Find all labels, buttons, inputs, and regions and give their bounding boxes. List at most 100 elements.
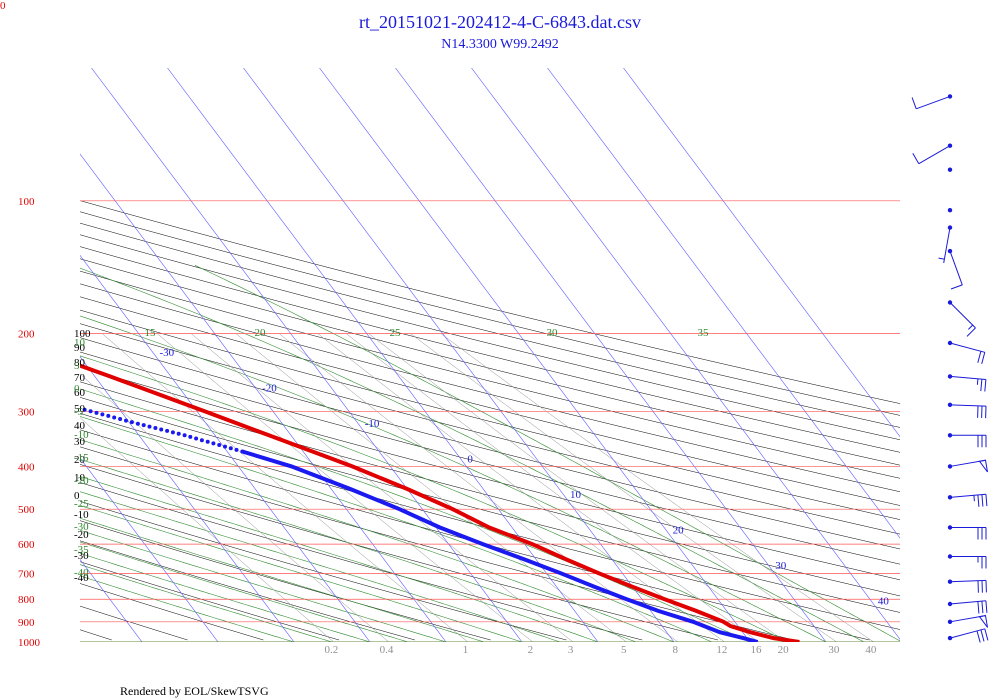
dry-adiabat-line (80, 296, 900, 506)
wind-barb (947, 525, 987, 540)
dewpoint-upper-point (141, 423, 146, 428)
wind-barb-feather (981, 494, 984, 507)
moist-adiabat-label: 5 (74, 360, 80, 372)
isotherm-line (319, 68, 751, 642)
wind-barb (947, 374, 987, 392)
wind-barb-shaft (949, 628, 985, 639)
isotherm-label: -30 (160, 347, 175, 359)
dewpoint-upper-point (82, 407, 87, 412)
dry-adiabat-line (80, 283, 900, 493)
moist-adiabat-label: -10 (74, 429, 89, 441)
mixing-ratio-label: 30 (828, 644, 840, 656)
moist-adiabat-line (80, 575, 295, 642)
moist-adiabat-top-label: 30 (547, 327, 559, 339)
label-layer: 1002003004005006007008009001000100908070… (18, 196, 889, 656)
wind-barb-feather (980, 629, 985, 642)
dewpoint-upper-point (29, 393, 33, 397)
mixing-ratio-line (235, 333, 627, 642)
dry-adiabat-line (80, 446, 794, 641)
moist-adiabat-line (80, 529, 447, 642)
dewpoint-upper-point (4, 385, 8, 389)
wind-barb (947, 167, 953, 172)
mixing-ratio-label: 8 (673, 644, 679, 656)
isotherm-line (80, 153, 447, 642)
theta-left-label: -30 (74, 550, 89, 562)
dewpoint-upper-point (188, 434, 193, 439)
isotherm-line (167, 68, 599, 642)
wind-barb-station (947, 94, 953, 99)
wind-barb-feather (966, 327, 976, 337)
moist-adiabat-line (80, 315, 827, 642)
isotherm-line (80, 558, 143, 642)
dry-adiabat-line (80, 258, 900, 466)
dewpoint-upper-point (106, 413, 111, 418)
dewpoint-upper-point (88, 409, 93, 414)
wind-barb-feather (950, 284, 963, 290)
isotherm-label: -20 (262, 383, 277, 395)
dewpoint-upper-point (147, 424, 152, 429)
wind-barb-feather (981, 352, 986, 365)
wind-barb-feather (976, 630, 981, 643)
wind-barb-shaft (949, 600, 986, 605)
pressure-label: 800 (18, 594, 35, 606)
moist-adiabat-line (80, 267, 865, 642)
dewpoint-upper-point (217, 443, 222, 447)
isotherm-label: 40 (878, 596, 890, 608)
dewpoint-upper-point (223, 444, 227, 449)
footer-credit: Rendered by EOL/SkewTSVG (120, 684, 269, 698)
pressure-label: 300 (18, 406, 35, 418)
theta-left-label: 90 (74, 342, 86, 354)
isotherm-line (91, 68, 523, 642)
dewpoint-upper-point (240, 449, 245, 454)
wind-barb (947, 628, 989, 643)
mixing-ratio-label: 3 (568, 644, 574, 656)
dry-adiabat-line (80, 381, 900, 597)
grid-layer (80, 68, 900, 642)
chart-title: rt_20151021-202412-4-C-6843.dat.csv (359, 12, 641, 32)
wind-barb-feather (984, 628, 989, 641)
wind-barb (947, 600, 988, 614)
wind-barb (947, 493, 988, 507)
dewpoint-upper-point (16, 389, 20, 393)
dry-adiabat-line (80, 309, 900, 520)
corner-label: 0 (0, 0, 6, 12)
theta-left-label: 70 (74, 372, 86, 384)
isotherm-line (80, 254, 371, 642)
dry-adiabat-line (80, 351, 900, 565)
dry-adiabat-line (80, 323, 900, 535)
moist-adiabat-label: 0 (74, 383, 80, 395)
wind-barb-station (947, 208, 953, 213)
wind-barb-feather (912, 153, 920, 164)
mixing-ratio-label: 1 (463, 644, 469, 656)
dewpoint-upper-point (135, 421, 140, 426)
dry-adiabat-line (80, 482, 643, 641)
dewpoint-upper-point (234, 447, 239, 452)
wind-barb-half-feather (938, 257, 945, 260)
dewpoint-upper-point (194, 436, 199, 441)
wind-barb (912, 143, 953, 165)
dewpoint-upper-point (153, 426, 158, 430)
theta-left-label: 30 (74, 436, 86, 448)
dry-adiabat-line (80, 397, 900, 613)
pressure-label: 200 (18, 329, 35, 341)
wind-barb-station (947, 402, 953, 407)
dewpoint-upper-point (165, 428, 170, 433)
dry-adiabat-line (80, 337, 900, 550)
wind-barb-half-feather (976, 378, 979, 385)
moist-adiabat-label: -35 (74, 544, 89, 556)
theta-left-label: 20 (74, 454, 86, 466)
wind-barb-layer (911, 94, 989, 643)
moist-adiabat-line (80, 491, 561, 642)
dewpoint-upper-point (0, 384, 2, 388)
isotherm-line (471, 68, 900, 640)
mixing-ratio-label: 5 (621, 644, 627, 656)
wind-barb-half-feather (968, 324, 973, 330)
wind-barb-shaft (949, 579, 987, 583)
wind-barb-feather (985, 494, 988, 507)
isotherm-line (623, 68, 900, 438)
dewpoint-profile-line (241, 449, 759, 642)
moist-adiabat-label: -40 (74, 567, 89, 579)
wind-barb (947, 340, 986, 365)
moist-adiabat-label: -30 (74, 521, 89, 533)
moist-adiabat-top-label: 20 (255, 327, 267, 339)
